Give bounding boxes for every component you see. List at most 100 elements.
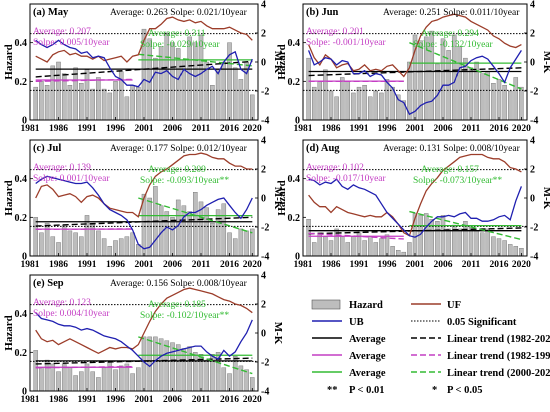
hazard-bar	[429, 219, 435, 257]
seg1-average-label: Average: 0.201	[306, 27, 364, 37]
y2-tick-label: -2	[261, 223, 269, 234]
y2-tick-label: 4	[530, 0, 535, 11]
y-tick-label: 0.2	[288, 77, 301, 88]
legend-label-hazard: Hazard	[349, 300, 383, 311]
x-tick-label: 2001	[135, 260, 154, 270]
hazard-bar	[238, 365, 244, 392]
hazard-bar	[227, 232, 232, 257]
hazard-bar	[204, 359, 209, 392]
hazard-bar	[407, 242, 412, 257]
x-tick-label: 2016	[220, 260, 239, 270]
seg2-slope-label: Solpe: -0.029/10year	[140, 40, 221, 50]
x-tick-label: 2020	[243, 260, 262, 270]
hazard-bar	[50, 236, 56, 257]
x-tick-label: 1996	[106, 395, 125, 405]
x-tick-label: 1991	[78, 395, 97, 405]
y2-axis-title: M-K	[541, 51, 550, 74]
hazard-bar	[67, 367, 73, 392]
y-tick-label: 0.4	[288, 38, 301, 49]
panel-2: 0 0.2 0.4 -4 -2 0 2 4 1981 1986 1991 1996 2001 2006 20…	[3, 136, 284, 271]
hazard-bar	[373, 242, 379, 257]
legend-p01-text: P < 0.01	[349, 385, 384, 396]
legend-swatch-hazard	[311, 299, 341, 310]
x-tick-label: 1996	[106, 260, 125, 270]
panel-label: (e) Sep	[33, 278, 64, 289]
legend-label-trend-seg1: Linear trend (1982-1999)	[447, 351, 550, 362]
seg2-slope-label: Solpe: -0.132/10year	[413, 40, 494, 50]
hazard-bar	[73, 232, 78, 257]
hazard-bar	[50, 65, 56, 121]
y2-tick-label: -4	[530, 252, 538, 263]
panel-4: 0 0.2 0.4 -4 -2 0 2 4 1981 1986 1991 1996 2001 2006 20…	[3, 271, 284, 406]
trend-line-seg2	[138, 53, 253, 67]
hazard-bar	[339, 77, 345, 121]
hazard-bar	[367, 236, 373, 257]
hazard-bar	[244, 369, 249, 392]
y2-tick-label: 4	[261, 136, 266, 147]
hazard-bar	[238, 228, 244, 257]
hazard-bar	[44, 222, 50, 257]
trend-line-seg1	[308, 232, 404, 240]
hazard-bar	[345, 242, 351, 257]
hazard-bar	[367, 96, 373, 121]
x-tick-label: 2001	[406, 260, 425, 270]
hazard-bar	[221, 203, 227, 257]
x-tick-label: 1991	[78, 260, 97, 270]
y-tick-label: 0.4	[15, 38, 28, 49]
y2-axis-title: M-K	[272, 322, 284, 345]
hazard-bar	[513, 246, 519, 257]
seg2-average-label: Average: 0.209	[148, 165, 206, 175]
hazard-bar	[193, 42, 198, 121]
hazard-bar	[250, 94, 255, 121]
y2-tick-label: -2	[530, 87, 538, 98]
y2-tick-label: -2	[530, 223, 538, 234]
hazard-bar	[356, 86, 362, 121]
y-tick-label: 0	[22, 252, 27, 263]
x-tick-label: 1981	[294, 124, 313, 134]
hazard-bar	[175, 199, 181, 257]
x-tick-label: 1991	[350, 124, 369, 134]
hazard-bar	[474, 230, 479, 257]
y2-tick-label: -4	[261, 252, 269, 263]
legend-label-average-all: Average	[349, 334, 386, 345]
hazard-bar	[306, 57, 311, 121]
y-axis-title: Hazard	[276, 180, 288, 215]
y2-tick-label: 0	[261, 194, 266, 205]
hazard-bar	[519, 86, 524, 121]
hazard-bar	[468, 226, 474, 257]
hazard-bar	[33, 86, 38, 121]
x-tick-label: 2006	[163, 395, 182, 405]
y-tick-label: 0.2	[15, 213, 28, 224]
x-tick-label: 2020	[243, 124, 262, 134]
legend-label-sig: 0.05 Significant	[447, 317, 517, 328]
y-tick-label: 0.2	[15, 77, 28, 88]
hazard-bar	[345, 81, 351, 121]
hazard-bar	[215, 209, 221, 257]
hazard-bar	[379, 238, 384, 257]
seg1-average-label: Average: 0.139	[33, 163, 91, 173]
trend-line-seg1	[35, 78, 133, 83]
seg2-average-label: Average: 0.311	[148, 29, 206, 39]
y2-tick-label: 2	[261, 29, 266, 40]
hazard-bar	[457, 46, 463, 121]
hazard-bar	[39, 81, 44, 121]
hazard-bar	[491, 236, 496, 257]
hazard-bar	[79, 83, 84, 121]
x-tick-label: 2016	[490, 260, 509, 270]
hazard-bar	[311, 242, 317, 257]
hazard-bar	[124, 96, 130, 121]
x-tick-label: 2016	[220, 124, 239, 134]
hazard-bar	[136, 86, 141, 121]
ub-line	[35, 312, 253, 368]
panel-stats: Average: 0.177 Solpe: 0.012/10year	[110, 144, 248, 154]
hazard-bar	[124, 363, 130, 392]
hazard-bar	[479, 232, 485, 257]
hazard-bar	[153, 57, 158, 121]
hazard-bar	[96, 377, 101, 392]
seg1-slope-label: Solpe: 0.001/10year	[33, 174, 110, 184]
x-tick-label: 1986	[322, 260, 341, 270]
y2-tick-label: 0	[261, 58, 266, 69]
uf-line	[308, 153, 522, 237]
legend-label-trend-seg2: Linear trend (2000-2020)	[447, 368, 550, 379]
